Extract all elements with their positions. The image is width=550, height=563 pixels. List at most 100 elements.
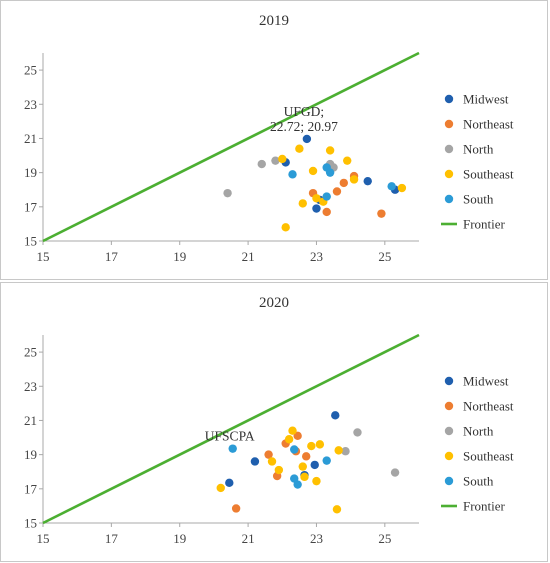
data-point-southeast — [300, 472, 309, 482]
x-tick-label: 19 — [173, 249, 186, 264]
data-point-southeast — [281, 223, 290, 232]
data-point-northeast — [339, 178, 348, 188]
data-point-southeast — [312, 476, 321, 486]
data-point-northeast — [377, 209, 386, 218]
x-tick-label: 25 — [378, 249, 391, 264]
legend-marker-midwest — [444, 376, 454, 386]
y-tick-label: 15 — [24, 516, 37, 531]
legend-marker-southeast — [444, 451, 454, 461]
chart-panel-2019: 2019 15 17 19 21 23 25 15 17 19 21 23 25 UFGD; 22.72;… — [0, 0, 548, 280]
y-tick-label: 21 — [24, 131, 37, 146]
data-point-south — [293, 480, 302, 489]
legend-marker-northeast — [444, 401, 454, 411]
data-point-midwest — [302, 134, 312, 144]
legend-label-midwest: Midwest — [463, 92, 509, 107]
data-point-southeast — [312, 194, 321, 203]
data-point-north — [271, 156, 280, 165]
x-tick-label: 23 — [310, 249, 323, 264]
data-point-southeast — [298, 199, 307, 208]
chart-title: 2020 — [259, 295, 289, 311]
y-tick-label: 21 — [24, 413, 37, 428]
data-point-northeast — [332, 187, 342, 196]
data-point-southeast — [216, 483, 225, 493]
data-point-north — [341, 447, 350, 456]
annotation-label: UFSCPA — [205, 429, 255, 444]
scatter-chart-2020: 15 17 19 21 23 25 15 17 19 21 23 25 UFSCPA Midwest Nor… — [24, 333, 514, 546]
data-point-south — [322, 192, 331, 201]
y-tick-label: 23 — [24, 379, 37, 394]
data-point-southeast — [343, 156, 352, 165]
y-tick-label: 15 — [24, 234, 37, 249]
legend-marker-southeast — [444, 169, 454, 179]
data-point-southeast — [295, 144, 304, 153]
legend-label-frontier: Frontier — [463, 217, 506, 232]
data-point-south — [288, 170, 297, 179]
y-tick-label: 19 — [24, 165, 37, 180]
legend-marker-south — [444, 194, 454, 204]
data-point-midwest — [331, 411, 340, 420]
data-point-south — [325, 168, 335, 177]
legend-label-northeast: Northeast — [463, 117, 514, 132]
data-point-midwest — [310, 460, 319, 470]
data-point-southeast — [325, 146, 335, 155]
frontier-line — [42, 333, 420, 525]
data-point-northeast — [264, 450, 273, 459]
legend-marker-north — [444, 144, 454, 154]
x-tick-label: 19 — [173, 531, 186, 546]
x-tick-label: 17 — [105, 249, 119, 264]
legend-marker-northeast — [444, 119, 454, 129]
data-point-north — [257, 159, 266, 169]
data-point-southeast — [274, 465, 284, 475]
data-point-southeast — [278, 154, 287, 164]
data-point-northeast — [322, 207, 331, 217]
data-point-southeast — [332, 505, 342, 514]
data-point-south — [290, 445, 299, 454]
legend-label-frontier: Frontier — [463, 499, 506, 514]
x-tick-label: 21 — [242, 249, 255, 264]
data-point-midwest — [250, 457, 260, 466]
data-point-north — [223, 188, 232, 198]
x-tick-label: 25 — [378, 531, 391, 546]
data-point-midwest — [363, 176, 372, 186]
data-point-southeast — [267, 457, 277, 466]
data-point-southeast — [349, 175, 359, 184]
x-tick-label: 17 — [105, 531, 119, 546]
chart-panel-2020: 2020 15 17 19 21 23 25 15 17 19 21 23 25 UFSCPA Midwe… — [0, 282, 548, 562]
data-point-southeast — [307, 441, 316, 451]
y-tick-label: 17 — [24, 199, 38, 214]
legend-marker-midwest — [444, 94, 454, 104]
legend-marker-north — [444, 426, 454, 436]
data-point-southeast — [288, 426, 297, 435]
frontier-line — [42, 51, 420, 243]
data-point-southeast — [315, 440, 325, 449]
data-point-north — [390, 468, 400, 477]
legend-marker-south — [444, 476, 454, 486]
y-tick-label: 19 — [24, 447, 37, 462]
legend-label-southeast: Southeast — [463, 167, 514, 182]
data-point-southeast — [284, 435, 294, 444]
chart-title: 2019 — [259, 13, 289, 29]
data-point-northeast — [293, 431, 302, 441]
data-point-southeast — [308, 166, 318, 176]
data-point-southeast — [334, 446, 343, 455]
annotation-label: UFGD; — [284, 104, 325, 119]
data-point-midwest — [312, 204, 321, 213]
legend-label-south: South — [463, 474, 494, 489]
legend-label-midwest: Midwest — [463, 374, 509, 389]
y-tick-label: 23 — [24, 97, 37, 112]
legend-label-southeast: Southeast — [463, 449, 514, 464]
x-tick-label: 15 — [37, 249, 50, 264]
y-tick-label: 25 — [24, 63, 37, 78]
x-tick-label: 15 — [37, 531, 50, 546]
y-tick-label: 25 — [24, 345, 37, 360]
y-tick-label: 17 — [24, 481, 38, 496]
x-tick-label: 21 — [242, 531, 255, 546]
data-point-northeast — [231, 504, 241, 513]
x-tick-label: 23 — [310, 531, 323, 546]
data-point-south — [387, 182, 396, 191]
data-point-southeast — [298, 462, 307, 471]
data-point-northeast — [302, 452, 311, 461]
legend-label-south: South — [463, 192, 494, 207]
data-point-north — [353, 428, 362, 437]
scatter-chart-2019: 15 17 19 21 23 25 15 17 19 21 23 25 UFGD;22.72; 20.9… — [24, 51, 514, 264]
